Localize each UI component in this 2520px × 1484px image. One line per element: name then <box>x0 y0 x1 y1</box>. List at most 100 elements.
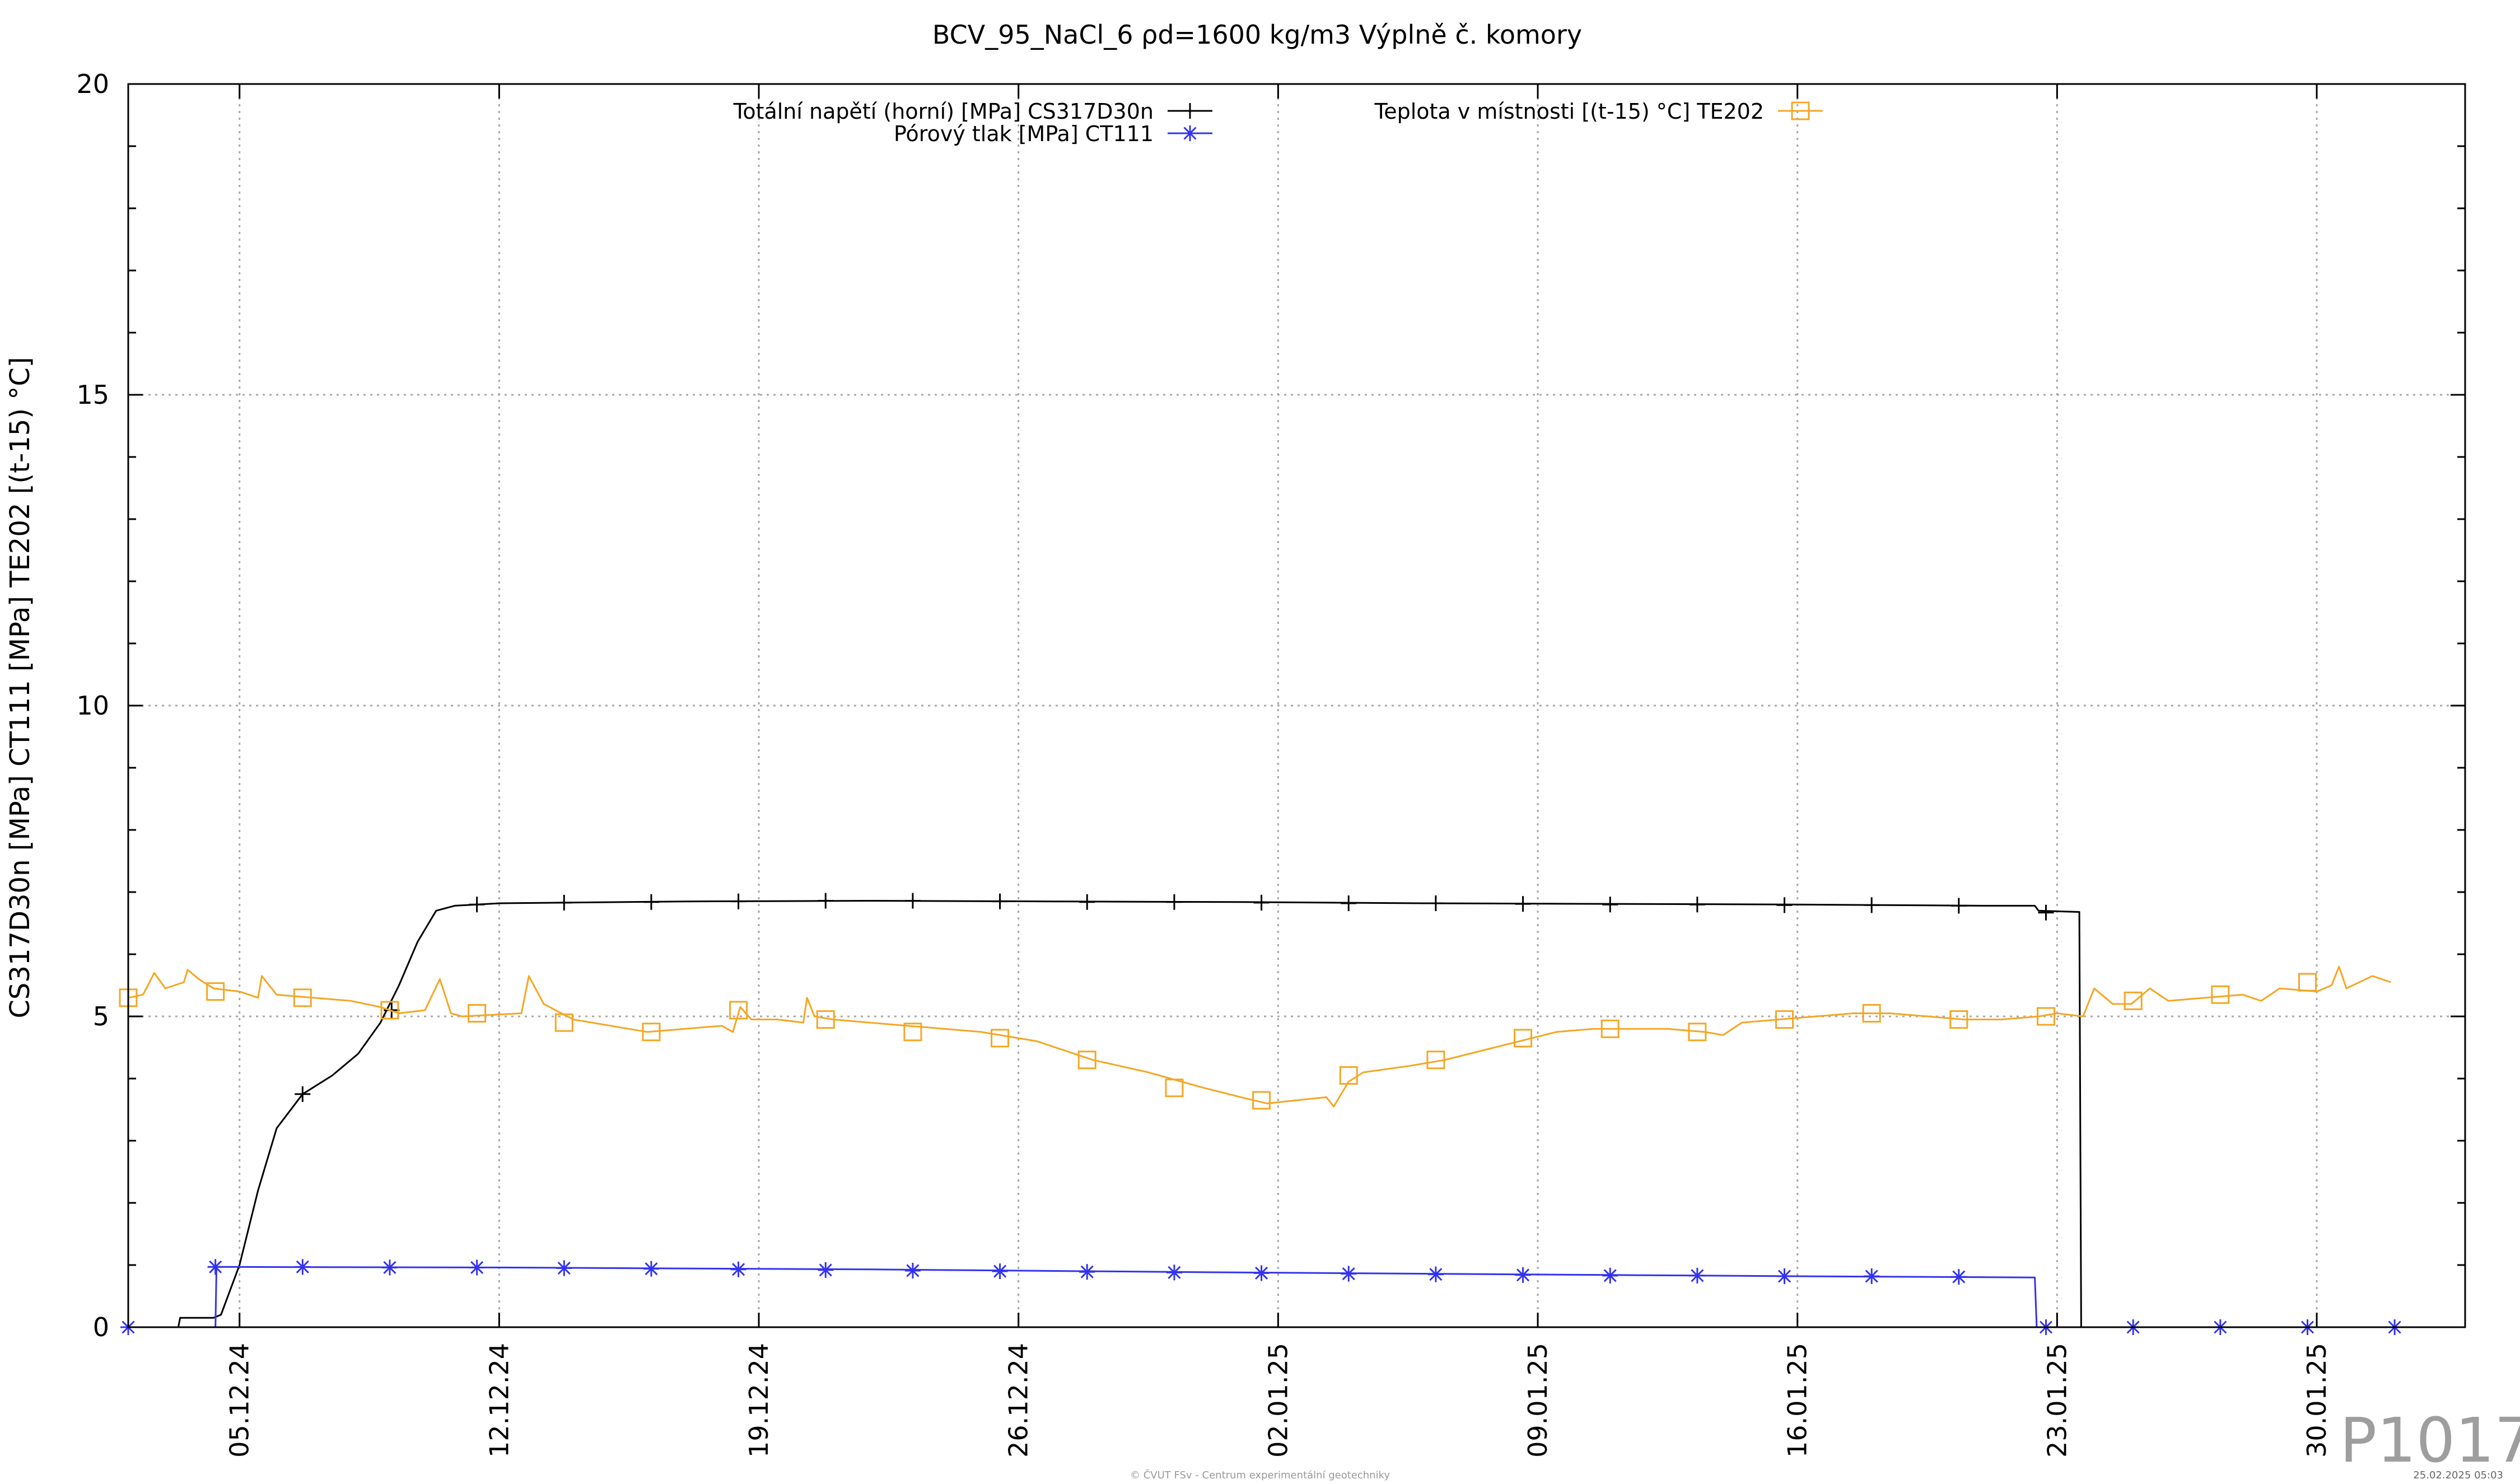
series-marker <box>1514 1029 1533 1048</box>
x-tick-label: 09.01.25 <box>1523 1343 1553 1458</box>
series-square <box>119 965 2391 1110</box>
series-marker <box>2211 985 2230 1004</box>
x-tick-label: 05.12.24 <box>225 1343 255 1458</box>
footer-left: © ČVUT FSv - Centrum experimentální geot… <box>1130 1469 1390 1481</box>
series-marker <box>1426 1051 1445 1070</box>
y-tick-label: 0 <box>93 1312 109 1342</box>
series-marker <box>2037 1007 2056 1026</box>
y-tick-label: 5 <box>93 1001 109 1032</box>
series-marker <box>468 1004 487 1023</box>
series-marker <box>1427 895 1444 911</box>
series-marker <box>2038 904 2054 921</box>
series-marker <box>1775 1010 1794 1029</box>
legend-item: Pórový tlak [MPa] CT111 <box>894 122 1212 146</box>
series-marker <box>556 894 572 911</box>
series-marker <box>1776 1268 1793 1284</box>
y-tick-label: 15 <box>76 380 109 410</box>
series-marker <box>1339 1066 1358 1085</box>
series-marker <box>1950 1269 1967 1285</box>
series-marker <box>1515 1267 1531 1283</box>
series-marker <box>554 1013 573 1032</box>
series-line <box>128 1266 2465 1328</box>
series-marker <box>1427 1266 1444 1282</box>
series-marker <box>730 1261 746 1277</box>
series-marker <box>1252 1091 1271 1110</box>
series-marker <box>1602 1267 1618 1284</box>
y-tick-label: 10 <box>76 690 109 721</box>
series-marker <box>1166 894 1182 910</box>
series-marker <box>380 1001 399 1020</box>
series-marker <box>643 1261 659 1277</box>
series-marker <box>206 982 225 1001</box>
x-tick-label: 30.01.25 <box>2302 1343 2332 1458</box>
y-tick-label: 20 <box>76 69 109 99</box>
series-marker <box>1079 1264 1095 1280</box>
series-marker <box>1166 1264 1182 1281</box>
series-marker <box>1515 896 1531 912</box>
legend-label: Teplota v místnosti [(t-15) °C] TE202 <box>1374 99 1764 124</box>
series-star <box>120 1259 2465 1335</box>
series-marker <box>1864 897 1880 913</box>
legend-marker <box>1182 125 1198 141</box>
series-marker <box>381 1259 398 1276</box>
series-marker <box>295 1086 311 1102</box>
x-tick-label: 02.01.25 <box>1263 1343 1293 1458</box>
footer-right: 25.02.2025 05:03 <box>2413 1469 2503 1481</box>
x-tick-label: 23.01.25 <box>2042 1343 2072 1458</box>
series-marker <box>556 1260 572 1276</box>
series-marker <box>642 1023 661 1042</box>
series-marker <box>1689 897 1705 913</box>
series-marker <box>1079 894 1095 910</box>
series-line <box>128 900 2465 1328</box>
series-marker <box>818 893 834 909</box>
series-marker <box>207 1259 223 1275</box>
chart-title: BCV_95_NaCl_6 ρd=1600 kg/m3 Výplně č. ko… <box>932 20 1582 50</box>
series-marker <box>643 894 659 910</box>
y-axis-label: CS317D30n [MPa] CT111 [MPa] TE202 [(t-15… <box>4 357 36 1018</box>
legend-label: Pórový tlak [MPa] CT111 <box>894 122 1154 146</box>
series-marker <box>293 988 312 1007</box>
grid-layer <box>128 84 2465 1327</box>
series-marker <box>1689 1267 1705 1284</box>
series-marker <box>1341 1266 1357 1282</box>
series-line <box>128 965 2391 1108</box>
series-marker <box>903 1023 922 1042</box>
series-layer <box>119 893 2465 1335</box>
series-marker <box>1341 895 1357 911</box>
watermark-text: P1017 <box>2340 1404 2520 1476</box>
x-tick-label: 26.12.24 <box>1004 1343 1034 1458</box>
legend-label: Totální napětí (horní) [MPa] CS317D30n <box>733 99 1154 124</box>
series-marker <box>469 1259 485 1276</box>
series-marker <box>904 1262 921 1278</box>
series-marker <box>1949 1010 1968 1029</box>
legend-item: Teplota v místnosti [(t-15) °C] TE202 <box>1374 99 1823 124</box>
series-marker <box>729 1001 748 1020</box>
series-plus <box>128 893 2465 1328</box>
series-marker <box>1602 897 1618 913</box>
series-marker <box>992 893 1008 909</box>
series-marker <box>818 1262 834 1278</box>
series-marker <box>295 1259 311 1275</box>
x-tick-label: 16.01.25 <box>1782 1343 1813 1458</box>
series-marker <box>1688 1023 1707 1042</box>
series-marker <box>816 1010 835 1029</box>
series-marker <box>1950 898 1967 914</box>
series-marker <box>2124 991 2143 1010</box>
series-marker <box>1864 1268 1880 1284</box>
series-marker <box>991 1029 1010 1048</box>
legend-marker <box>1791 101 1810 120</box>
series-marker <box>469 897 485 913</box>
legend-item: Totální napětí (horní) [MPa] CS317D30n <box>733 99 1212 124</box>
series-marker <box>904 893 921 909</box>
series-marker <box>1253 1265 1270 1281</box>
series-marker <box>1776 897 1793 913</box>
series-marker <box>2298 973 2317 992</box>
series-marker <box>1077 1051 1096 1070</box>
series-marker <box>1862 1004 1881 1023</box>
series-marker <box>1253 894 1270 911</box>
tick-layer: 0 5 10 15 20 05.12.24 12.12.24 19.12.24 26.12.24… <box>76 69 2465 1458</box>
series-marker <box>1165 1079 1184 1098</box>
series-marker <box>992 1263 1008 1280</box>
legend-marker <box>1182 103 1198 119</box>
